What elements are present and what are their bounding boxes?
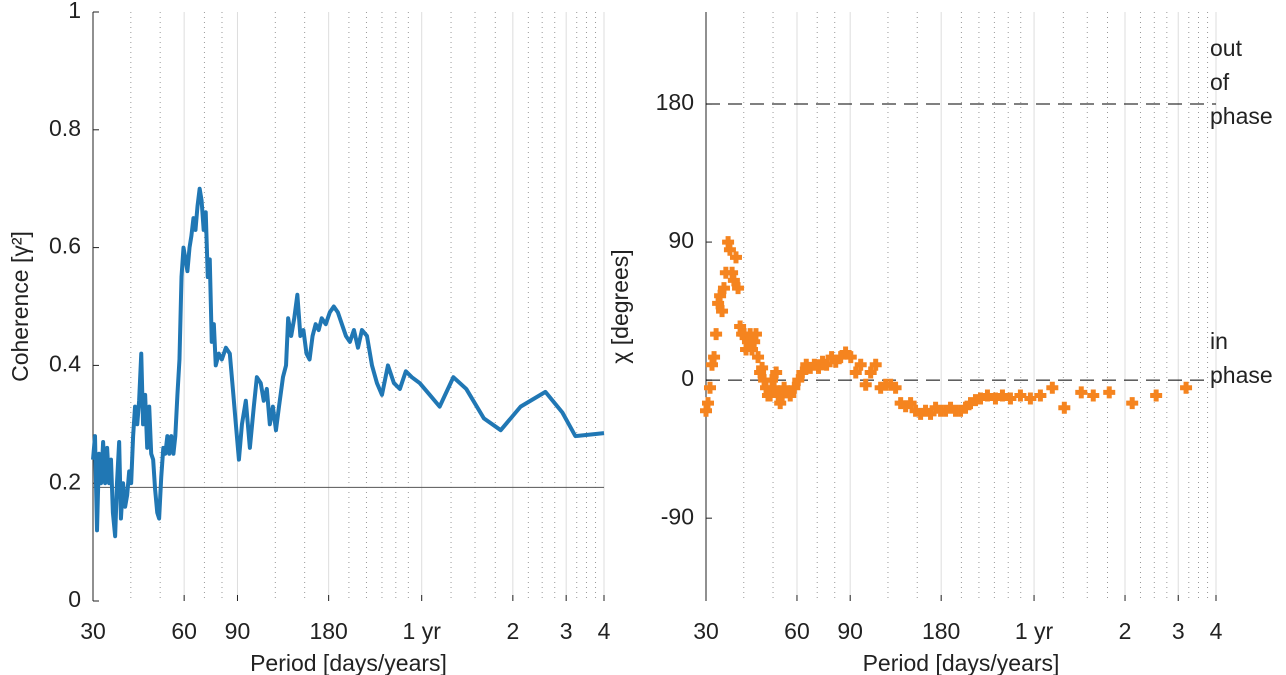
point [770, 366, 783, 379]
point [1126, 397, 1139, 410]
x-tick-label: 3 [1172, 618, 1185, 644]
point [717, 282, 730, 295]
point [904, 397, 917, 410]
point [752, 351, 765, 364]
point [854, 358, 867, 371]
x-axis-label: Period [days/years] [250, 650, 447, 675]
x-tick-label: 180 [309, 618, 347, 644]
point [844, 351, 857, 364]
x-tick-label: 4 [598, 618, 611, 644]
point [701, 397, 714, 410]
y-tick-label: 0.2 [49, 468, 81, 494]
x-tick-label: 1 yr [1015, 618, 1054, 644]
x-tick-label: 30 [80, 618, 106, 644]
x-tick-label: 1 yr [403, 618, 442, 644]
point [788, 381, 801, 394]
point [756, 361, 769, 374]
point [704, 381, 717, 394]
point [1150, 389, 1163, 402]
x-axis-label: Period [days/years] [863, 650, 1060, 675]
x-tick-label: 4 [1210, 618, 1223, 644]
point [1034, 389, 1047, 402]
point [1103, 386, 1116, 399]
annotation: in [1210, 328, 1228, 354]
point [710, 328, 723, 341]
point [849, 366, 862, 379]
y-tick-label: 0 [68, 586, 81, 612]
point [732, 282, 745, 295]
point [784, 389, 797, 402]
point [1180, 381, 1193, 394]
point [981, 389, 994, 402]
point [889, 381, 902, 394]
point [1087, 389, 1100, 402]
y-tick-label: 1 [68, 0, 81, 23]
x-tick-label: 60 [784, 618, 810, 644]
point [729, 251, 742, 264]
point [749, 328, 762, 341]
annotation: out [1210, 35, 1243, 61]
point [796, 366, 809, 379]
point [723, 243, 736, 256]
point [1058, 401, 1071, 414]
point [716, 305, 729, 318]
annotation: of [1210, 69, 1230, 95]
annotation: phase [1210, 362, 1273, 388]
point [1046, 381, 1059, 394]
y-axis-label: χ [degrees] [607, 249, 633, 363]
y-axis-label: Coherence [γ²] [7, 231, 33, 382]
y-tick-label: 0.8 [49, 115, 81, 141]
point [792, 374, 805, 387]
y-tick-label: 0 [681, 365, 694, 391]
point [1014, 389, 1027, 402]
point [996, 389, 1009, 402]
y-tick-label: 180 [656, 89, 694, 115]
y-tick-label: 90 [668, 227, 694, 253]
point [1024, 392, 1037, 405]
x-tick-label: 2 [506, 618, 519, 644]
y-tick-label: 0.4 [49, 350, 81, 376]
point [974, 392, 987, 405]
x-tick-label: 60 [171, 618, 197, 644]
point [869, 358, 882, 371]
point [1004, 392, 1017, 405]
point [864, 366, 877, 379]
line [91, 186, 605, 539]
point [727, 274, 740, 287]
point [859, 378, 872, 391]
y-tick-label: -90 [661, 503, 694, 529]
x-tick-label: 90 [225, 618, 251, 644]
x-tick-label: 90 [837, 618, 863, 644]
point [768, 381, 781, 394]
x-tick-label: 30 [693, 618, 719, 644]
y-tick-label: 0.6 [49, 233, 81, 259]
point [1075, 386, 1088, 399]
x-tick-label: 180 [922, 618, 960, 644]
point [820, 358, 833, 371]
point [708, 351, 721, 364]
x-tick-label: 3 [560, 618, 573, 644]
point [989, 392, 1002, 405]
point [714, 289, 727, 302]
x-tick-label: 2 [1119, 618, 1132, 644]
annotation: phase [1210, 103, 1273, 129]
